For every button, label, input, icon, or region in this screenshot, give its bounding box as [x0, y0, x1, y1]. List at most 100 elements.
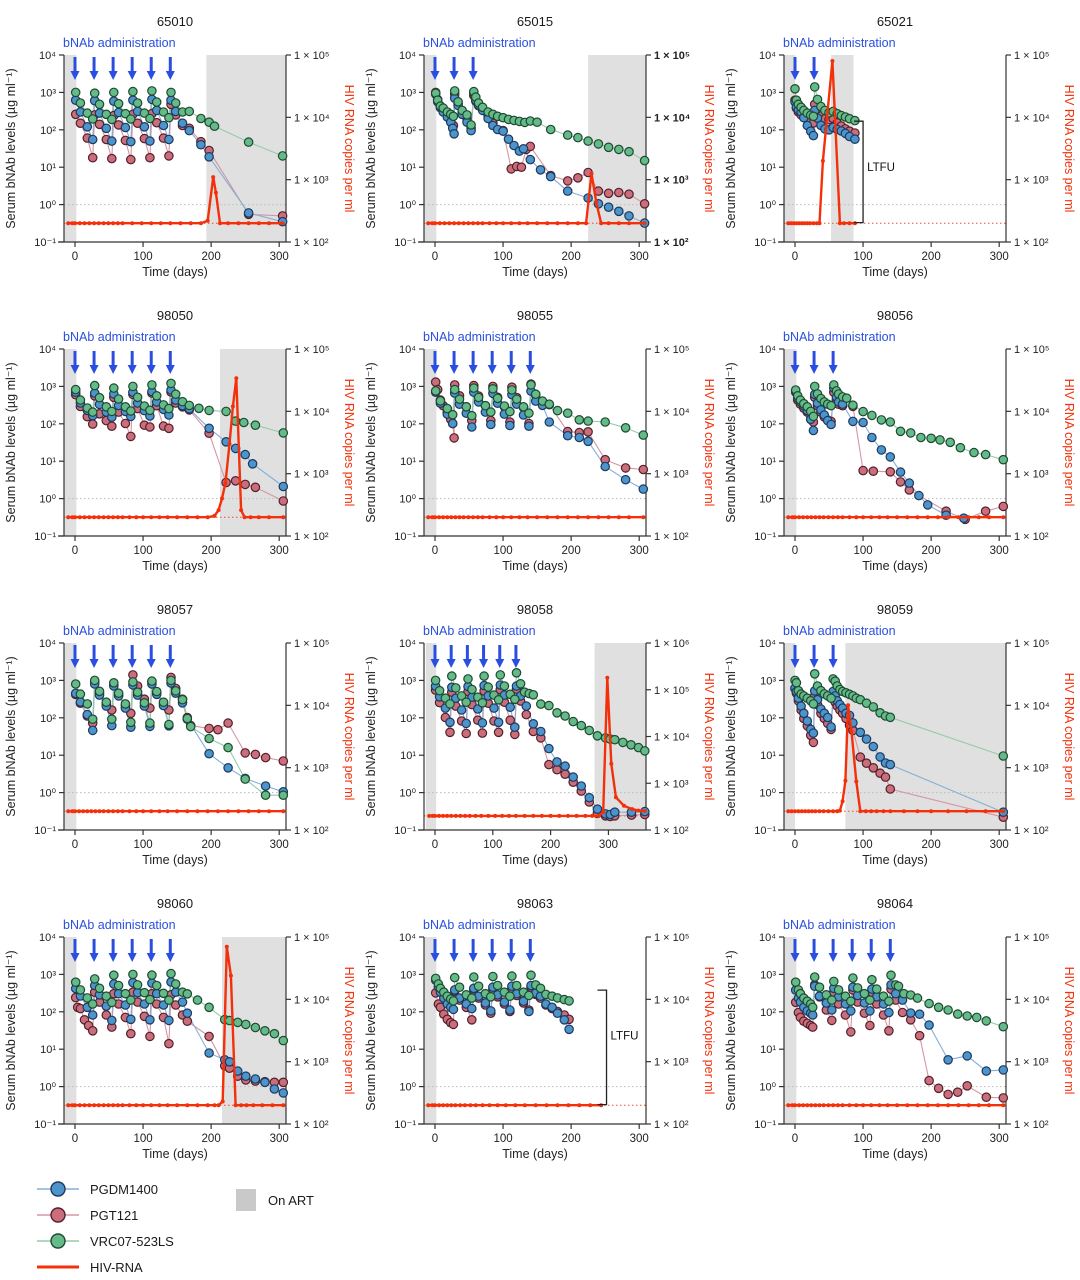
left-tick-label: 10² — [760, 713, 776, 725]
left-tick-label: 10³ — [760, 87, 776, 99]
pgdm1400-point — [545, 171, 556, 182]
pgt121-point — [448, 1019, 459, 1030]
dose-arrowhead-icon — [468, 365, 478, 374]
vrc07-point — [528, 690, 539, 700]
hiv-rna-point — [808, 221, 812, 226]
vrc07-point — [107, 406, 117, 417]
dose-arrowhead-icon — [809, 953, 819, 962]
pgdm1400-point — [885, 759, 896, 770]
x-tick-label: 200 — [562, 545, 581, 557]
left-tick-label: 10¹ — [760, 1044, 776, 1056]
x-tick-label: 100 — [133, 839, 152, 851]
pgt121-point — [240, 479, 250, 490]
hiv-rna-point — [577, 1103, 582, 1108]
vrc07-point — [158, 107, 169, 117]
pgdm1400-point — [826, 722, 836, 732]
hiv-rna-point — [1001, 515, 1006, 520]
hiv-rna-point — [77, 809, 82, 814]
dose-arrowhead-icon — [146, 71, 156, 80]
pgt121-point — [808, 737, 819, 748]
hiv-rna-point — [885, 1103, 890, 1108]
vrc07-point — [113, 980, 124, 991]
left-tick-label: 10² — [40, 713, 56, 725]
vrc07-point — [194, 403, 204, 414]
pgt121-point — [980, 506, 991, 516]
left-axis-label: Serum bNAb levels (µg ml⁻¹) — [364, 656, 378, 816]
pgdm1400-point — [536, 726, 546, 737]
hiv-rna-point — [81, 809, 86, 814]
left-axis-label: Serum bNAb levels (µg ml⁻¹) — [4, 362, 18, 522]
hiv-rna-point — [458, 1103, 463, 1108]
pgdm1400-point — [177, 997, 188, 1007]
vrc07-point — [75, 985, 86, 995]
pgdm1400-point — [204, 1048, 214, 1058]
bnab-administration-label: bNAb administration — [783, 624, 896, 638]
left-axis-label: Serum bNAb levels (µg ml⁻¹) — [364, 68, 378, 228]
pgt121-point — [998, 501, 1009, 512]
hiv-rna-point — [198, 221, 203, 226]
dose-arrowhead-icon — [809, 659, 819, 668]
left-tick-label: 10⁴ — [399, 50, 416, 62]
vrc07-point — [969, 447, 979, 458]
vrc07-point — [204, 733, 214, 744]
vrc07-point — [87, 999, 98, 1009]
pgdm1400-point — [164, 134, 174, 145]
hiv-rna-point — [149, 1103, 154, 1108]
vrc07-point — [451, 683, 461, 693]
hiv-rna-point — [486, 813, 491, 818]
hiv-rna-point — [205, 515, 210, 520]
vrc07-point — [126, 717, 136, 728]
pgdm1400-point — [473, 704, 483, 714]
vrc07-point — [75, 395, 86, 405]
panel-65015: 10⁻¹ 10⁰ 10¹ 10² 10³ 10⁴ 1 × 10² 1 × 10³ 1 × 10⁴… — [360, 0, 720, 294]
left-tick-label: 10⁴ — [39, 344, 56, 356]
hiv-rna-point — [433, 221, 437, 226]
vrc07-point — [232, 1017, 243, 1028]
right-tick-label: 1 × 10⁵ — [294, 638, 329, 650]
vrc07-point — [145, 113, 155, 124]
hiv-rna-point — [531, 813, 536, 818]
vrc07-point — [841, 393, 852, 403]
vrc07-point — [852, 983, 863, 993]
vrc07-point — [858, 406, 868, 417]
hiv-rna-point — [801, 1103, 806, 1108]
pgdm1400-point — [223, 763, 233, 773]
hiv-rna-point — [861, 1103, 866, 1108]
vrc07-point — [833, 985, 844, 995]
legend-label-on-art: On ART — [268, 1192, 315, 1208]
vrc07-point — [955, 442, 966, 453]
hiv-rna-point — [87, 221, 92, 226]
vrc07-point — [164, 403, 174, 414]
vrc07-point — [562, 408, 573, 418]
hiv-rna-point — [473, 813, 478, 818]
hiv-rna-point — [134, 515, 139, 520]
pgt121-point — [230, 476, 241, 486]
hiv-rna-point — [831, 515, 836, 520]
hiv-rna-point — [586, 515, 591, 520]
dose-arrowhead-icon — [809, 365, 819, 374]
hiv-rna-point — [837, 221, 842, 226]
vrc07-point — [145, 405, 155, 416]
left-tick-label: 10⁰ — [399, 1082, 416, 1094]
hiv-rna-point — [817, 221, 822, 226]
vrc07-point — [209, 121, 220, 131]
x-tick-label: 100 — [853, 251, 872, 263]
panel-title: 98060 — [157, 896, 193, 911]
hiv-rna-point — [796, 809, 801, 814]
vrc07-point — [885, 417, 896, 427]
hiv-rna-point — [566, 1103, 571, 1108]
pgdm1400-point — [247, 459, 258, 469]
pgt121-marker-icon — [37, 1207, 79, 1223]
vrc07-point — [488, 384, 498, 394]
vrc07-point — [278, 428, 289, 438]
vrc07-point — [886, 970, 896, 980]
vrc07-point — [507, 385, 517, 395]
pgdm1400-point — [486, 1006, 496, 1016]
vrc07-point — [638, 430, 649, 440]
pgt121-point — [933, 1083, 944, 1094]
pgt121-point — [895, 477, 906, 487]
hiv-rna-point — [244, 1103, 249, 1108]
hiv-rna-point — [205, 1103, 210, 1108]
vrc07-point — [560, 711, 570, 721]
